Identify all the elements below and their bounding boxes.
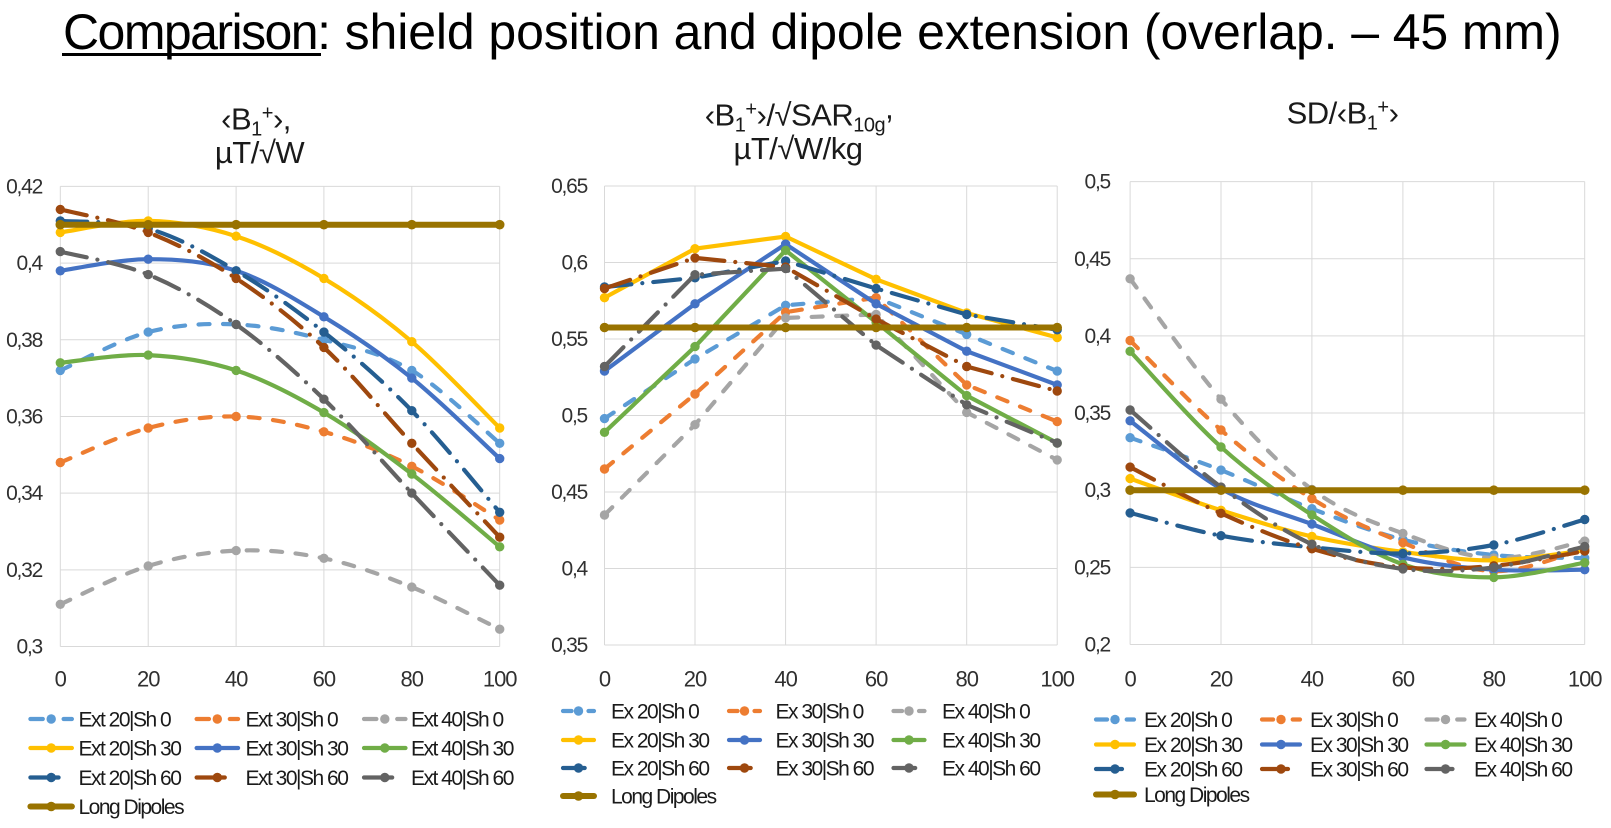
svg-text:Ext 20|Sh 0: Ext 20|Sh 0 (79, 708, 172, 731)
svg-text:100: 100 (1040, 667, 1074, 692)
svg-text:Long Dipoles: Long Dipoles (611, 785, 717, 808)
svg-text:40: 40 (774, 667, 797, 692)
svg-text:80: 80 (955, 667, 978, 692)
svg-text:40: 40 (225, 667, 248, 692)
svg-text:Ext 40|Sh 60: Ext 40|Sh 60 (411, 767, 514, 790)
svg-text:Ex 40|Sh 0: Ex 40|Sh 0 (1474, 709, 1562, 732)
svg-text:0,34: 0,34 (6, 482, 43, 505)
svg-text:0,65: 0,65 (551, 175, 587, 198)
svg-text:Ext 30|Sh 60: Ext 30|Sh 60 (246, 767, 349, 790)
svg-text:0,5: 0,5 (1085, 171, 1111, 194)
svg-text:Ex 40|Sh 60: Ex 40|Sh 60 (1474, 758, 1572, 781)
svg-text:µT/√W/kg: µT/√W/kg (733, 131, 862, 166)
svg-text:80: 80 (1483, 667, 1506, 692)
svg-text:Ex 40|Sh 60: Ex 40|Sh 60 (942, 757, 1040, 780)
svg-text:Ex 40|Sh 30: Ex 40|Sh 30 (942, 729, 1040, 752)
svg-text:Ext 20|Sh 60: Ext 20|Sh 60 (79, 767, 182, 790)
svg-text:0,6: 0,6 (562, 252, 588, 275)
svg-text:0: 0 (1124, 667, 1136, 692)
svg-text:Ex 20|Sh 30: Ex 20|Sh 30 (1144, 734, 1242, 757)
svg-text:Ex 20|Sh 60: Ex 20|Sh 60 (611, 757, 709, 780)
svg-text:0,38: 0,38 (6, 329, 42, 352)
svg-text:0,3: 0,3 (17, 636, 43, 659)
svg-text:40: 40 (1301, 667, 1324, 692)
svg-text:20: 20 (684, 667, 707, 692)
svg-text:0: 0 (599, 667, 611, 692)
svg-text:Ext 40|Sh 0: Ext 40|Sh 0 (411, 708, 504, 731)
svg-text:Ext 30|Sh 30: Ext 30|Sh 30 (246, 737, 349, 760)
svg-text:µT/√W: µT/√W (215, 135, 305, 170)
svg-text:100: 100 (483, 667, 517, 692)
svg-text:0,3: 0,3 (1085, 479, 1111, 502)
svg-text:Ex 20|Sh 0: Ex 20|Sh 0 (611, 700, 699, 723)
svg-text:0,32: 0,32 (6, 559, 42, 582)
svg-text:0,5: 0,5 (562, 405, 588, 428)
svg-text:0,4: 0,4 (1085, 325, 1112, 348)
svg-text:Ex 30|Sh 0: Ex 30|Sh 0 (1310, 709, 1398, 732)
svg-text:Ex 40|Sh 0: Ex 40|Sh 0 (942, 700, 1030, 723)
svg-text:0,25: 0,25 (1074, 556, 1110, 579)
svg-text:Ex 30|Sh 30: Ex 30|Sh 30 (776, 729, 874, 752)
svg-text:‹B1+›/√SAR10g,: ‹B1+›/√SAR10g, (705, 91, 894, 137)
svg-text:0,45: 0,45 (1074, 248, 1110, 271)
svg-text:0,4: 0,4 (562, 558, 589, 581)
svg-text:Ex 20|Sh 30: Ex 20|Sh 30 (611, 729, 709, 752)
svg-text:0,35: 0,35 (1074, 402, 1110, 425)
svg-text:20: 20 (137, 667, 160, 692)
svg-text:20: 20 (1210, 667, 1233, 692)
svg-text:80: 80 (401, 667, 424, 692)
svg-text:60: 60 (313, 667, 336, 692)
svg-text:60: 60 (865, 667, 888, 692)
svg-text:Ext 40|Sh 30: Ext 40|Sh 30 (411, 737, 514, 760)
svg-text:60: 60 (1392, 667, 1415, 692)
svg-text:Ex 30|Sh 0: Ex 30|Sh 0 (776, 700, 864, 723)
svg-text:Long Dipoles: Long Dipoles (79, 796, 185, 819)
svg-text:0,4: 0,4 (17, 252, 44, 275)
svg-text:0,55: 0,55 (551, 328, 587, 351)
svg-text:Ex 30|Sh 60: Ex 30|Sh 60 (1310, 758, 1408, 781)
svg-text:SD/‹B1+›: SD/‹B1+› (1287, 96, 1399, 135)
svg-text:0: 0 (55, 667, 67, 692)
svg-text:0,35: 0,35 (551, 634, 587, 657)
svg-text:Ex 30|Sh 30: Ex 30|Sh 30 (1310, 734, 1408, 757)
svg-text:Ex 20|Sh 0: Ex 20|Sh 0 (1144, 709, 1232, 732)
svg-text:Ext 20|Sh 30: Ext 20|Sh 30 (79, 737, 182, 760)
svg-text:100: 100 (1568, 667, 1602, 692)
svg-text:Ex 30|Sh 60: Ex 30|Sh 60 (776, 757, 874, 780)
svg-text:0,36: 0,36 (6, 406, 42, 429)
svg-text:0,42: 0,42 (6, 175, 42, 198)
svg-text:Ex 20|Sh 60: Ex 20|Sh 60 (1144, 758, 1242, 781)
svg-text:0,2: 0,2 (1085, 634, 1111, 657)
svg-text:0,45: 0,45 (551, 481, 587, 504)
svg-text:Ext 30|Sh 0: Ext 30|Sh 0 (246, 708, 339, 731)
svg-text:Long Dipoles: Long Dipoles (1144, 784, 1250, 807)
svg-text:Ex 40|Sh 30: Ex 40|Sh 30 (1474, 734, 1572, 757)
